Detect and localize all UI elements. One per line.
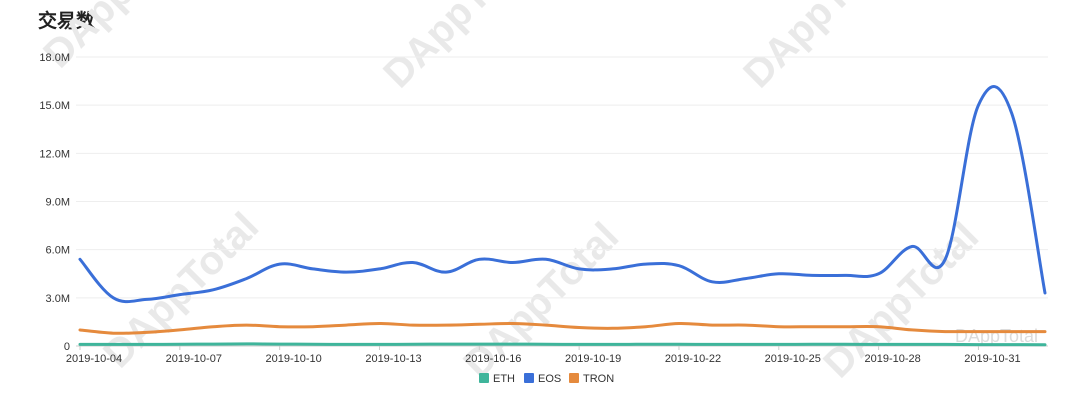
legend-swatch: [479, 373, 489, 383]
watermark-text: DAppTotal: [35, 0, 207, 76]
y-tick-label: 3.0M: [46, 293, 70, 305]
watermark-text: DAppTotal: [95, 204, 267, 376]
series-line-eos: [78, 85, 1047, 304]
x-tick-label: 2019-10-25: [765, 353, 821, 365]
x-tick-label: 2019-10-19: [565, 353, 621, 365]
series-lines: [78, 85, 1047, 347]
x-tick-label: 2019-10-22: [665, 353, 721, 365]
y-tick-label: 0: [64, 341, 70, 353]
legend-label: ETH: [493, 373, 515, 385]
series-line-eth: [78, 342, 1047, 347]
x-tick-label: 2019-10-10: [266, 353, 322, 365]
grid-lines: [76, 56, 1048, 347]
y-tick-label: 15.0M: [39, 100, 70, 112]
x-tick-label: 2019-10-28: [864, 353, 920, 365]
y-axis: 0 3.0M 6.0M 9.0M 12.0M 15.0M 18.0M: [39, 52, 70, 353]
legend-label: TRON: [583, 373, 614, 385]
y-tick-label: 12.0M: [39, 148, 70, 160]
x-tick-label: 2019-10-04: [66, 353, 122, 365]
watermark-text: DAppTotal: [735, 0, 907, 96]
y-tick-label: 9.0M: [46, 197, 70, 209]
watermark-text-small: DAppTotal: [955, 326, 1038, 346]
legend: ETH EOS TRON: [479, 373, 614, 385]
x-tick-label: 2019-10-31: [964, 353, 1020, 365]
x-tick-label: 2019-10-16: [465, 353, 521, 365]
y-tick-label: 18.0M: [39, 52, 70, 64]
chart-title: 交易数: [38, 10, 96, 32]
legend-label: EOS: [538, 373, 561, 385]
watermark-text: DAppTotal: [375, 0, 547, 96]
legend-item-eos[interactable]: EOS: [524, 373, 561, 385]
y-tick-label: 6.0M: [46, 245, 70, 257]
legend-item-eth[interactable]: ETH: [479, 373, 515, 385]
legend-item-tron[interactable]: TRON: [569, 373, 614, 385]
x-tick-label: 2019-10-07: [166, 353, 222, 365]
legend-swatch: [569, 373, 579, 383]
x-axis: 2019-10-04 2019-10-07 2019-10-10 2019-10-13…: [66, 346, 1021, 365]
x-tick-label: 2019-10-13: [365, 353, 421, 365]
legend-swatch: [524, 373, 534, 383]
series-line-tron: [78, 321, 1047, 335]
